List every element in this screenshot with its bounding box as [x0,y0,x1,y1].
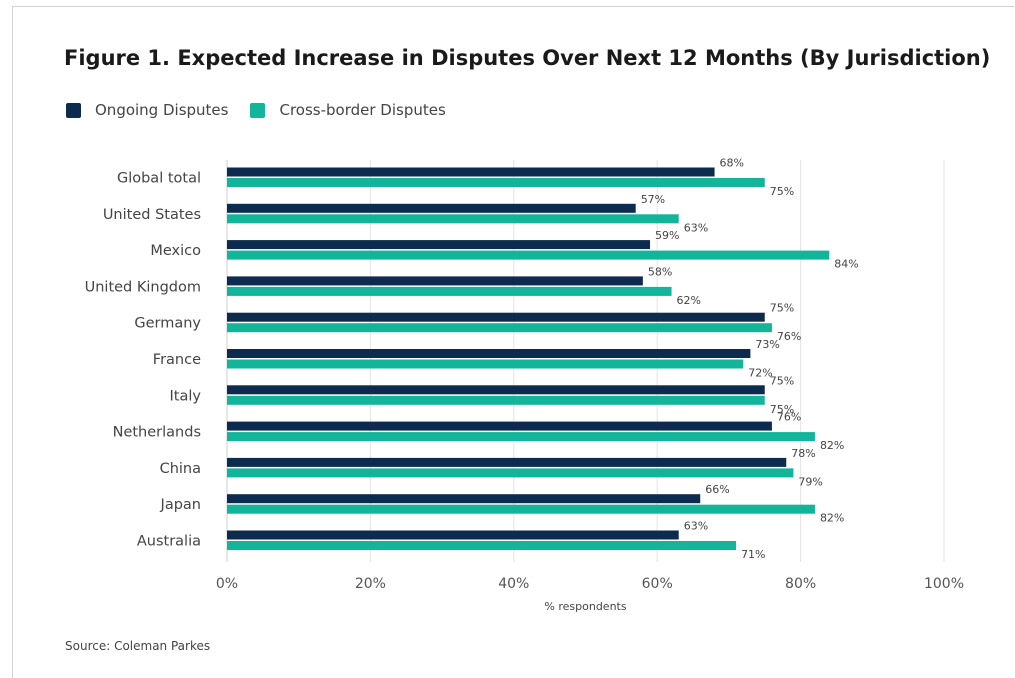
data-label: 78% [791,447,815,460]
data-label: 72% [748,367,772,380]
x-tick-label: 60% [642,576,673,592]
data-label: 76% [777,330,801,343]
bar-crossborder [227,178,765,187]
category-label: Japan [160,497,201,513]
data-label: 59% [655,229,679,242]
chart-frame [12,6,1014,678]
bar-ongoing [227,276,643,286]
bar-crossborder [227,468,794,478]
bar-ongoing [227,312,765,322]
x-tick-label: 0% [216,576,238,592]
x-tick-label: 40% [498,576,529,592]
data-label: 82% [820,439,844,452]
bar-ongoing [227,349,751,358]
x-tick-label: 100% [924,576,964,592]
legend-label-ongoing: Ongoing Disputes [95,101,229,119]
bar-ongoing [227,385,765,395]
data-label: 63% [684,520,708,533]
category-label: Netherlands [113,425,201,441]
category-label: United States [103,207,201,223]
x-tick-label: 80% [785,576,816,592]
legend-swatch-ongoing [66,102,81,118]
data-label: 75% [770,374,794,387]
bar-crossborder [227,432,815,442]
data-label: 63% [684,221,708,234]
bar-ongoing [227,203,636,213]
bar-crossborder [227,504,815,514]
data-label: 57% [641,193,665,206]
data-label: 73% [755,338,779,351]
source-note: Source: Coleman Parkes [65,639,211,653]
category-label: Mexico [150,243,201,259]
legend-item-ongoing: Ongoing Disputes [66,101,228,119]
bar-ongoing [227,421,772,431]
data-label: 75% [770,403,794,416]
data-label: 75% [770,185,794,198]
bar-crossborder [227,250,830,260]
data-label: 58% [648,265,672,278]
data-label: 84% [834,258,858,271]
data-label: 82% [820,512,844,525]
bar-ongoing [227,167,715,177]
data-label: 71% [741,548,765,561]
bar-crossborder [227,214,679,224]
category-label: United Kingdom [85,279,201,295]
legend-label-crossborder: Cross-border Disputes [279,101,446,119]
data-label: 68% [720,157,744,170]
bar-crossborder [227,286,672,296]
x-tick-label: 20% [355,576,386,592]
bar-ongoing [227,494,701,504]
data-label: 79% [798,475,822,488]
legend-item-crossborder: Cross-border Disputes [250,101,446,119]
legend-swatch-crossborder [250,102,266,118]
bar-ongoing [227,240,651,250]
bar-crossborder [227,323,772,333]
bar-ongoing [227,457,787,467]
data-label: 62% [677,294,701,307]
category-label: China [160,461,201,477]
legend: Ongoing Disputes Cross-border Disputes [66,101,468,119]
data-label: 75% [770,302,794,315]
x-axis-label: % respondents [544,600,626,613]
bar-crossborder [227,359,744,369]
bar-crossborder [227,541,737,550]
data-label: 66% [705,483,729,496]
data-label: 76% [777,411,801,424]
category-label: France [153,352,201,368]
category-label: Italy [170,388,202,404]
category-label: Australia [137,534,201,550]
chart-title: Figure 1. Expected Increase in Disputes … [64,46,991,70]
category-label: Global total [117,171,201,187]
bar-crossborder [227,395,765,405]
bar-ongoing [227,530,679,540]
category-label: Germany [134,316,201,332]
